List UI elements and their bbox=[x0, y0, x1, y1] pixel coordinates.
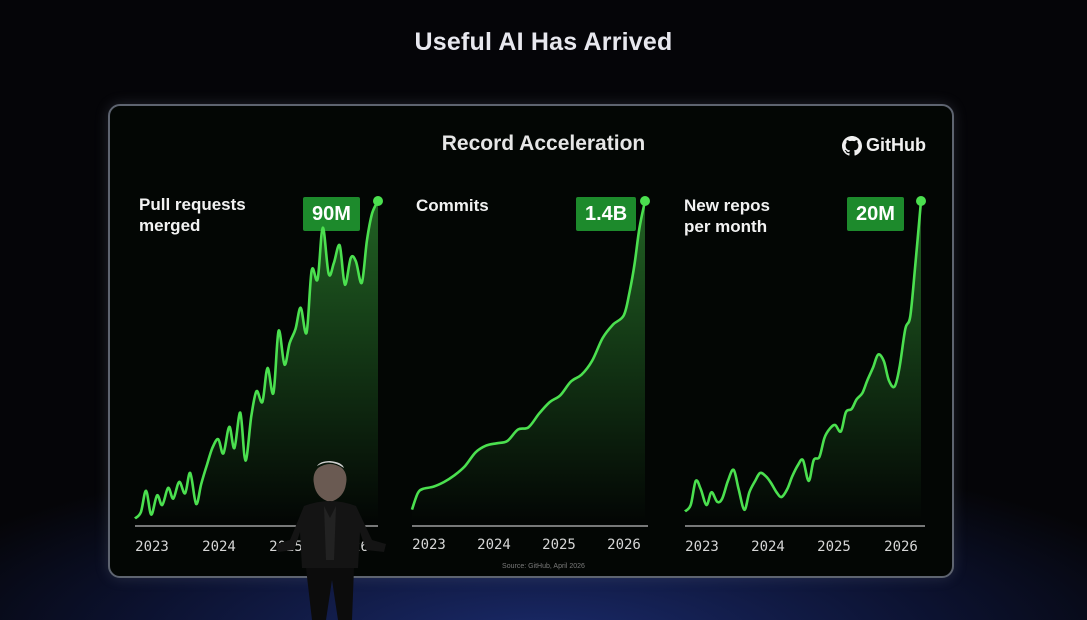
new-repos-endpoint-dot bbox=[916, 196, 926, 206]
pull-requests-value-badge: 90M bbox=[303, 197, 360, 231]
new-repos-label-line-2: per month bbox=[684, 217, 768, 236]
slide-title: Useful AI Has Arrived bbox=[414, 28, 673, 56]
new-repos-tick-label: 2025 bbox=[817, 539, 851, 555]
pull-requests-tick-label: 2023 bbox=[135, 539, 169, 555]
commits-tick-label: 2023 bbox=[412, 537, 446, 553]
commits-endpoint-dot bbox=[640, 196, 650, 206]
commits-series-line bbox=[410, 200, 647, 511]
source-note: Source: GitHub, April 2026 bbox=[502, 563, 585, 570]
commits-tick-label: 2026 bbox=[607, 537, 641, 553]
pull-requests-label-line-2: merged bbox=[139, 216, 201, 235]
commits-tick-label: 2024 bbox=[477, 537, 511, 553]
github-icon bbox=[842, 135, 862, 156]
new-repos-tick-label: 2024 bbox=[751, 539, 785, 555]
chart-group-title: Record Acceleration bbox=[441, 132, 646, 155]
pull-requests-series-line bbox=[134, 200, 380, 520]
new-repos-area-fill bbox=[685, 201, 921, 521]
commits-label-line-1: Commits bbox=[416, 196, 489, 215]
pull-requests-label-line-1: Pull requests bbox=[139, 195, 246, 214]
new-repos-series-line bbox=[684, 200, 923, 513]
new-repos-tick-label: 2026 bbox=[884, 539, 918, 555]
pull-requests-endpoint-dot bbox=[373, 196, 383, 206]
new-repos-label-line-1: New repos bbox=[684, 196, 770, 215]
commits-label: Commits bbox=[416, 195, 489, 216]
presenter-figure bbox=[276, 461, 386, 620]
commits-value-badge: 1.4B bbox=[576, 197, 637, 231]
new-repos-label: New repos per month bbox=[684, 195, 770, 237]
brand-name: GitHub bbox=[866, 135, 926, 155]
pull-requests-tick-label: 2024 bbox=[202, 539, 236, 555]
github-brand: GitHub bbox=[842, 135, 926, 156]
commits-tick-label: 2025 bbox=[542, 537, 576, 553]
commits-area-fill bbox=[412, 201, 645, 521]
new-repos-value-badge: 20M bbox=[847, 197, 904, 231]
pull-requests-label: Pull requests merged bbox=[139, 194, 246, 236]
new-repos-tick-label: 2023 bbox=[685, 539, 719, 555]
